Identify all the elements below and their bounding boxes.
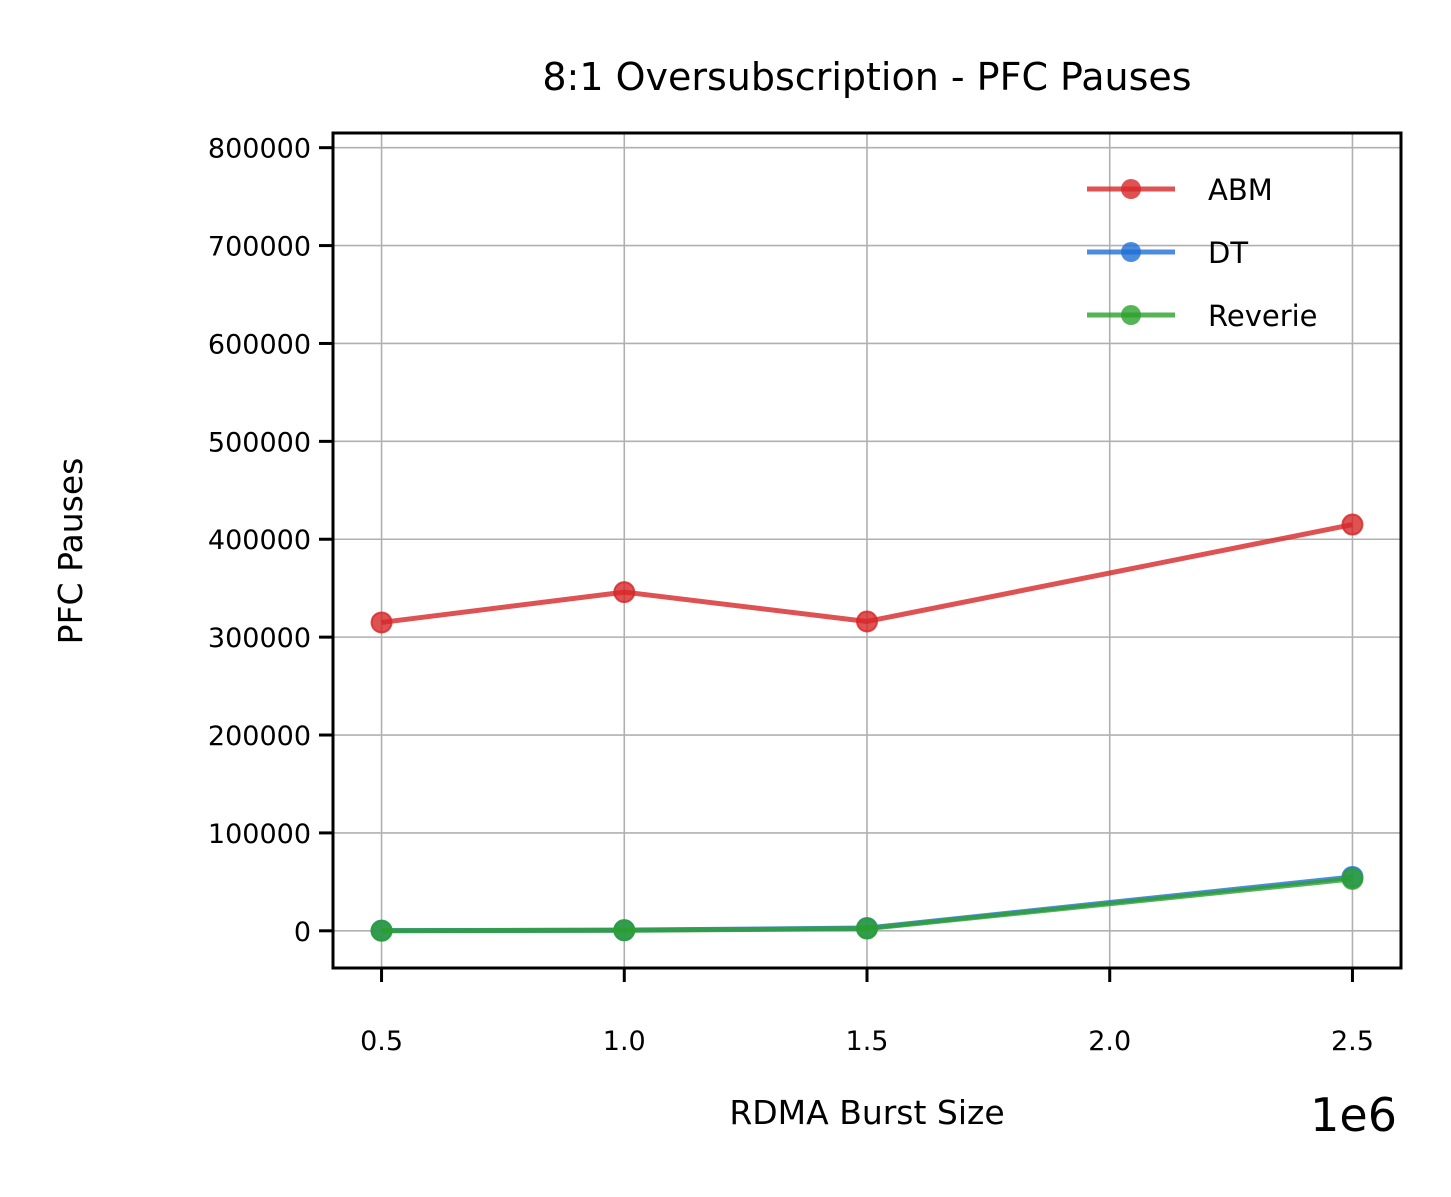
y-tick-label: 100000 (208, 819, 311, 850)
x-axis: 0.5 1.0 1.5 2.0 2.5 (360, 968, 1374, 1057)
x-tick-label: 1.0 (603, 1026, 646, 1057)
y-tick-label: 800000 (208, 134, 311, 165)
y-tick-label: 400000 (208, 525, 311, 556)
legend-label-reverie: Reverie (1208, 299, 1318, 333)
y-axis: 0 100000 200000 300000 400000 500000 600000 700… (208, 134, 333, 948)
x-tick-label: 0.5 (360, 1026, 403, 1057)
data-point-abm (1341, 513, 1364, 536)
legend-marker-dt (1121, 242, 1141, 262)
legend-item-abm: ABM (1087, 173, 1273, 207)
legend-label-abm: ABM (1208, 173, 1273, 207)
legend-label-dt: DT (1208, 236, 1248, 270)
y-tick-label: 200000 (208, 721, 311, 752)
y-axis-label: PFC Pauses (51, 458, 90, 645)
legend-item-dt: DT (1087, 236, 1248, 270)
series-abm (370, 513, 1364, 634)
series-line-reverie (381, 876, 1353, 934)
data-point-abm (370, 611, 393, 634)
legend-marker-reverie (1121, 305, 1141, 325)
y-tick-label: 700000 (208, 232, 311, 263)
legend-item-reverie: Reverie (1087, 299, 1318, 333)
series-line-abm (381, 522, 1353, 625)
x-tick-label: 2.5 (1331, 1026, 1374, 1057)
y-tick-label: 600000 (208, 329, 311, 360)
series-reverie (370, 867, 1364, 942)
legend: ABM DT Reverie (1087, 173, 1318, 333)
data-point-reverie (370, 919, 393, 942)
x-axis-offset-label: 1e6 (1310, 1088, 1397, 1142)
x-axis-label: RDMA Burst Size (729, 1093, 1004, 1132)
x-tick-label: 2.0 (1088, 1026, 1131, 1057)
data-point-reverie (856, 917, 878, 940)
data-point-reverie (613, 919, 636, 942)
y-tick-label: 0 (294, 917, 311, 948)
legend-marker-abm (1121, 179, 1141, 199)
data-point-reverie (1341, 867, 1364, 890)
x-tick-label: 1.5 (846, 1026, 889, 1057)
chart-title: 8:1 Oversubscription - PFC Pauses (542, 55, 1191, 99)
data-point-abm (856, 610, 878, 633)
series-layer (370, 513, 1364, 942)
y-tick-label: 500000 (208, 427, 311, 458)
data-point-abm (613, 581, 636, 604)
y-tick-label: 300000 (208, 623, 311, 654)
